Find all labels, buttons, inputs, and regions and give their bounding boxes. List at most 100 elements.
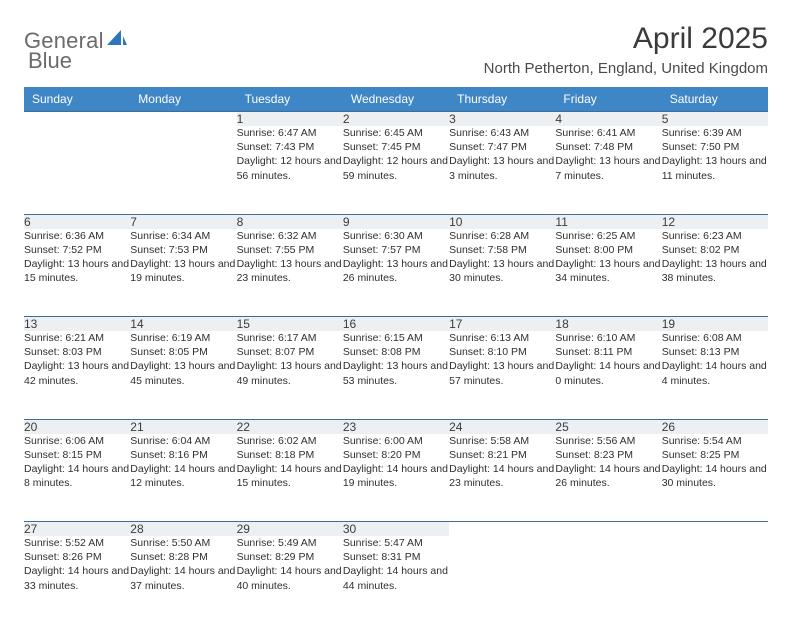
sunset-line: Sunset: 8:28 PM (130, 550, 236, 564)
daylight-line: Daylight: 14 hours and 4 minutes. (662, 359, 768, 387)
sunset-line: Sunset: 8:08 PM (343, 345, 449, 359)
weekday-header: Sunday (24, 87, 130, 112)
daynum-row: 6789101112 (24, 214, 768, 229)
sunset-line: Sunset: 8:15 PM (24, 448, 130, 462)
title-block: April 2025 North Petherton, England, Uni… (484, 22, 768, 77)
day-number-cell: 22 (237, 419, 343, 434)
sunrise-line: Sunrise: 6:23 AM (662, 229, 768, 243)
sunrise-line: Sunrise: 6:43 AM (449, 126, 555, 140)
day-detail-cell: Sunrise: 5:50 AMSunset: 8:28 PMDaylight:… (130, 536, 236, 624)
day-number-cell: 3 (449, 112, 555, 127)
day-detail-cell: Sunrise: 6:10 AMSunset: 8:11 PMDaylight:… (555, 331, 661, 419)
day-detail-cell: Sunrise: 6:23 AMSunset: 8:02 PMDaylight:… (662, 229, 768, 317)
sunrise-line: Sunrise: 5:58 AM (449, 434, 555, 448)
sunset-line: Sunset: 7:52 PM (24, 243, 130, 257)
daylight-line: Daylight: 13 hours and 11 minutes. (662, 154, 768, 182)
day-number-cell (130, 112, 236, 127)
day-number-cell: 18 (555, 317, 661, 332)
daylight-line: Daylight: 14 hours and 26 minutes. (555, 462, 661, 490)
day-number-cell: 25 (555, 419, 661, 434)
header: General April 2025 North Petherton, Engl… (24, 22, 768, 77)
detail-row: Sunrise: 6:06 AMSunset: 8:15 PM Daylight:… (24, 434, 768, 522)
day-number-cell (555, 522, 661, 537)
daylight-line: Daylight: 14 hours and 15 minutes. (237, 462, 343, 490)
day-detail-cell: Sunrise: 5:54 AMSunset: 8:25 PMDaylight:… (662, 434, 768, 522)
day-detail-cell: Sunrise: 6:43 AMSunset: 7:47 PMDaylight:… (449, 126, 555, 214)
detail-row: Sunrise: 6:47 AMSunset: 7:43 PMDaylight:… (24, 126, 768, 214)
sunrise-line: Sunrise: 6:08 AM (662, 331, 768, 345)
day-detail-cell: Sunrise: 6:30 AMSunset: 7:57 PMDaylight:… (343, 229, 449, 317)
day-detail-cell: Sunrise: 6:34 AMSunset: 7:53 PMDaylight:… (130, 229, 236, 317)
daylight-line: Daylight: 14 hours and 33 minutes. (24, 564, 130, 592)
daylight-line: Daylight: 13 hours and 23 minutes. (237, 257, 343, 285)
daylight-line: Daylight: 14 hours and 19 minutes. (343, 462, 449, 490)
daylight-line: Daylight: 14 hours and 0 minutes. (555, 359, 661, 387)
day-number-cell: 23 (343, 419, 449, 434)
day-detail-cell: Sunrise: 5:58 AMSunset: 8:21 PMDaylight:… (449, 434, 555, 522)
sunrise-line: Sunrise: 6:17 AM (237, 331, 343, 345)
sunset-line: Sunset: 8:29 PM (237, 550, 343, 564)
sunset-line: Sunset: 8:03 PM (24, 345, 130, 359)
daylight-line: Daylight: 13 hours and 45 minutes. (130, 359, 236, 387)
day-number-cell: 5 (662, 112, 768, 127)
day-detail-cell: Sunrise: 6:32 AMSunset: 7:55 PMDaylight:… (237, 229, 343, 317)
sunrise-line: Sunrise: 6:36 AM (24, 229, 130, 243)
weekday-header: Monday (130, 87, 236, 112)
day-detail-cell: Sunrise: 5:49 AMSunset: 8:29 PMDaylight:… (237, 536, 343, 624)
day-number-cell: 17 (449, 317, 555, 332)
day-detail-cell: Sunrise: 6:17 AMSunset: 8:07 PMDaylight:… (237, 331, 343, 419)
day-number-cell: 13 (24, 317, 130, 332)
sunrise-line: Sunrise: 6:30 AM (343, 229, 449, 243)
weekday-header: Friday (555, 87, 661, 112)
sunrise-line: Sunrise: 6:47 AM (237, 126, 343, 140)
sunset-line: Sunset: 8:25 PM (662, 448, 768, 462)
day-detail-cell: Sunrise: 6:19 AMSunset: 8:05 PMDaylight:… (130, 331, 236, 419)
sunrise-line: Sunrise: 6:04 AM (130, 434, 236, 448)
day-number-cell: 24 (449, 419, 555, 434)
sunrise-line: Sunrise: 6:41 AM (555, 126, 661, 140)
day-detail-cell: Sunrise: 5:47 AMSunset: 8:31 PMDaylight:… (343, 536, 449, 624)
day-detail-cell: Sunrise: 6:06 AMSunset: 8:15 PMDaylight:… (24, 434, 130, 522)
day-number-cell: 30 (343, 522, 449, 537)
daylight-line: Daylight: 13 hours and 30 minutes. (449, 257, 555, 285)
daylight-line: Daylight: 13 hours and 3 minutes. (449, 154, 555, 182)
daylight-line: Daylight: 14 hours and 37 minutes. (130, 564, 236, 592)
day-number-cell: 11 (555, 214, 661, 229)
day-number-cell: 21 (130, 419, 236, 434)
day-number-cell (449, 522, 555, 537)
sunrise-line: Sunrise: 6:06 AM (24, 434, 130, 448)
sunrise-line: Sunrise: 5:52 AM (24, 536, 130, 550)
sunset-line: Sunset: 8:10 PM (449, 345, 555, 359)
daylight-line: Daylight: 13 hours and 38 minutes. (662, 257, 768, 285)
day-detail-cell: Sunrise: 6:47 AMSunset: 7:43 PMDaylight:… (237, 126, 343, 214)
day-detail-cell: Sunrise: 6:28 AMSunset: 7:58 PMDaylight:… (449, 229, 555, 317)
daylight-line: Daylight: 14 hours and 30 minutes. (662, 462, 768, 490)
weekday-header-row: Sunday Monday Tuesday Wednesday Thursday… (24, 87, 768, 112)
sunrise-line: Sunrise: 6:32 AM (237, 229, 343, 243)
sunset-line: Sunset: 8:11 PM (555, 345, 661, 359)
day-detail-cell: Sunrise: 5:56 AMSunset: 8:23 PMDaylight:… (555, 434, 661, 522)
day-number-cell: 6 (24, 214, 130, 229)
location: North Petherton, England, United Kingdom (484, 60, 768, 77)
day-number-cell (24, 112, 130, 127)
daylight-line: Daylight: 12 hours and 59 minutes. (343, 154, 449, 182)
daylight-line: Daylight: 13 hours and 7 minutes. (555, 154, 661, 182)
daynum-row: 20212223242526 (24, 419, 768, 434)
sunrise-line: Sunrise: 5:56 AM (555, 434, 661, 448)
day-number-cell: 7 (130, 214, 236, 229)
daylight-line: Daylight: 14 hours and 44 minutes. (343, 564, 449, 592)
day-detail-cell: Sunrise: 6:39 AMSunset: 7:50 PMDaylight:… (662, 126, 768, 214)
sunset-line: Sunset: 8:20 PM (343, 448, 449, 462)
daynum-row: 27282930 (24, 522, 768, 537)
day-number-cell: 16 (343, 317, 449, 332)
sunrise-line: Sunrise: 6:39 AM (662, 126, 768, 140)
day-detail-cell: Sunrise: 6:41 AMSunset: 7:48 PMDaylight:… (555, 126, 661, 214)
sunset-line: Sunset: 7:50 PM (662, 140, 768, 154)
day-number-cell: 4 (555, 112, 661, 127)
day-detail-cell: Sunrise: 6:13 AMSunset: 8:10 PMDaylight:… (449, 331, 555, 419)
day-number-cell (662, 522, 768, 537)
day-number-cell: 20 (24, 419, 130, 434)
sunrise-line: Sunrise: 6:19 AM (130, 331, 236, 345)
sunset-line: Sunset: 7:55 PM (237, 243, 343, 257)
day-detail-cell: Sunrise: 6:36 AMSunset: 7:52 PMDaylight:… (24, 229, 130, 317)
